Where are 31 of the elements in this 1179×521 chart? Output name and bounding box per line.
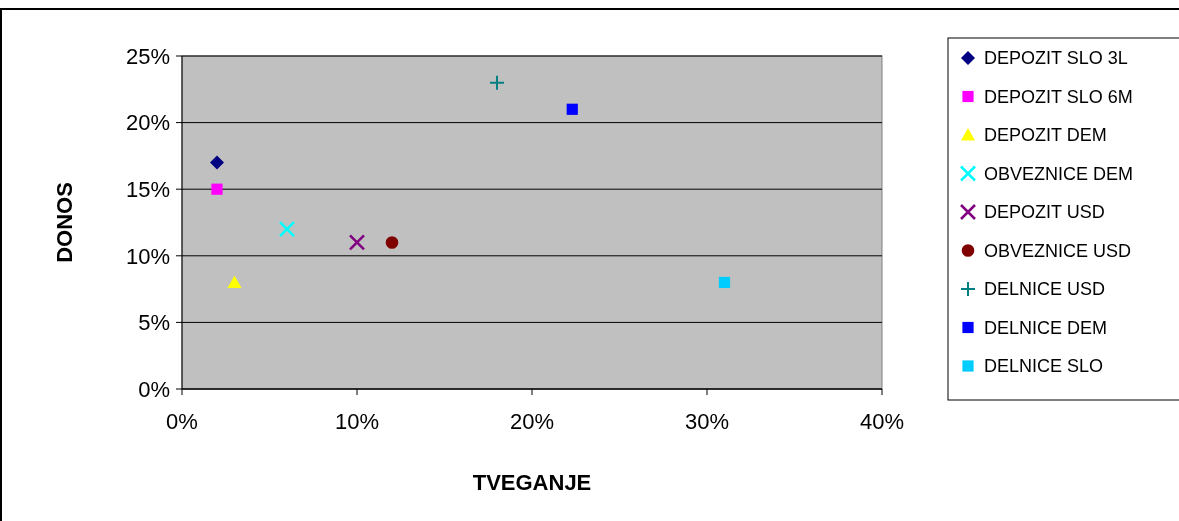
point — [227, 275, 242, 289]
legend-label: DEPOZIT USD — [984, 202, 1105, 223]
legend-label: OBVEZNICE DEM — [984, 163, 1134, 184]
x-tick-label: 10% — [334, 409, 380, 434]
y-axis-title: DONOS — [52, 182, 77, 263]
x-tick-label: 20% — [509, 409, 555, 434]
x-tick-label: 40% — [859, 409, 905, 434]
y-tick-label: 0% — [138, 376, 170, 402]
point — [211, 183, 223, 195]
y-tick-label: 15% — [125, 176, 170, 202]
legend-label: OBVEZNICE USD — [984, 240, 1132, 261]
y-tick-label: 20% — [125, 110, 170, 136]
point — [718, 276, 731, 289]
legend-label: DELNICE DEM — [984, 317, 1108, 338]
point — [278, 220, 296, 238]
legend-label: DEPOZIT SLO 6M — [984, 86, 1133, 107]
y-tick-label: 25% — [125, 43, 170, 69]
x-tick-label: 30% — [684, 409, 730, 434]
point — [385, 236, 399, 249]
legend-label: DELNICE USD — [984, 279, 1106, 300]
point — [489, 74, 505, 91]
legend-label: DELNICE SLO — [984, 356, 1104, 377]
y-tick-label: 10% — [125, 243, 170, 269]
point — [210, 155, 224, 170]
point — [566, 103, 578, 115]
x-tick-label: 0% — [166, 409, 198, 434]
legend-label: DEPOZIT DEM — [984, 125, 1107, 146]
point — [348, 234, 366, 251]
legend-label: DEPOZIT SLO 3L — [984, 48, 1128, 69]
x-axis-title: TVEGANJE — [472, 470, 592, 495]
y-tick-label: 5% — [138, 310, 170, 336]
